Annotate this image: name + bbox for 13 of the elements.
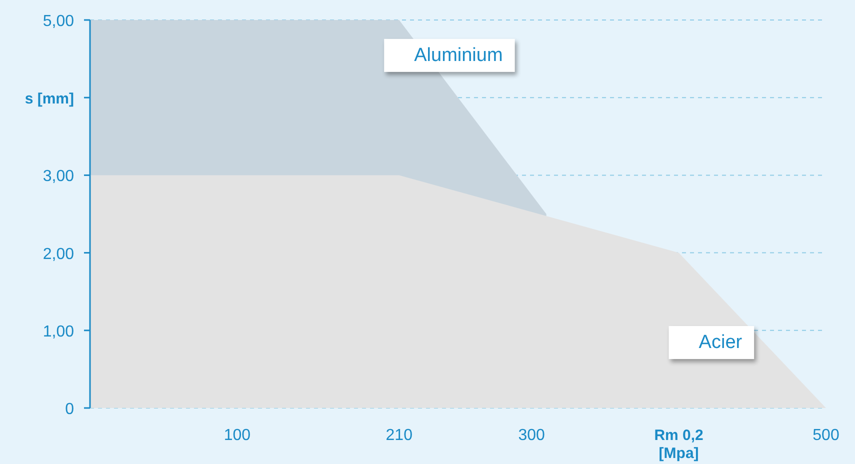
y-axis-title: s [mm] (24, 90, 74, 108)
series-label: Acier (698, 332, 743, 354)
x-tick-label: 210 (386, 427, 413, 444)
x-axis-title: Rm 0,2 [Mpa] (654, 427, 704, 462)
x-tick-label: 300 (518, 427, 546, 444)
y-tick-label: 0 (65, 401, 74, 418)
y-tick-label: 5,00 (42, 13, 74, 30)
x-tick-label: 500 (812, 427, 840, 444)
x-tick-label: 100 (224, 427, 251, 444)
y-tick-label: 2,00 (42, 246, 74, 263)
series-label: Aluminium (414, 44, 503, 66)
y-tick-label: 3,00 (42, 168, 74, 186)
y-tick-label: 1,00 (42, 323, 74, 340)
